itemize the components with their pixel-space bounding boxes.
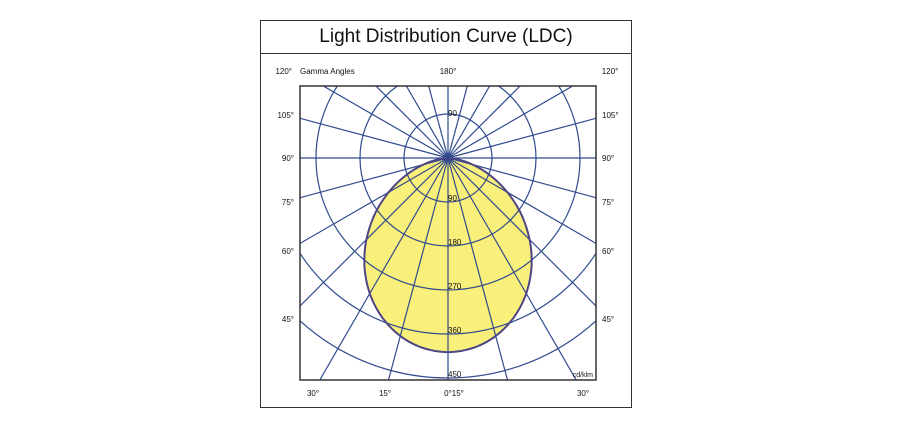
angle-label: 90°: [602, 154, 614, 163]
plot-frame: [299, 85, 597, 381]
grid-spoke: [447, 117, 596, 159]
radial-tick-label: 180: [448, 238, 462, 247]
radial-tick-label: 90: [448, 194, 457, 203]
angle-label: 75°: [602, 198, 614, 207]
grid-spoke: [447, 86, 468, 159]
radial-tick-label: 270: [448, 282, 462, 291]
angle-label: 30°: [307, 389, 319, 398]
grid-spoke: [319, 157, 449, 380]
distribution-curve: [363, 157, 533, 354]
angle-label: 60°: [282, 247, 294, 256]
angle-label: 120°: [275, 67, 292, 76]
angle-label: 45°: [602, 315, 614, 324]
angle-label: 15°: [379, 389, 391, 398]
chart-title: Light Distribution Curve (LDC): [261, 21, 631, 54]
grid-spoke: [447, 157, 596, 244]
radial-tick-label: 360: [448, 326, 462, 335]
grid-spoke: [300, 117, 449, 159]
angle-label: 30°: [577, 389, 589, 398]
angle-label: 120°: [602, 67, 619, 76]
angle-label: 105°: [277, 111, 294, 120]
grid-spoke: [447, 86, 574, 159]
angle-label: 0°15°: [444, 389, 464, 398]
grid-spoke: [447, 157, 509, 380]
grid-spoke: [405, 86, 449, 159]
angle-label: 45°: [282, 315, 294, 324]
grid-spoke: [300, 157, 449, 307]
grid-spoke: [447, 86, 521, 159]
grid-spoke: [428, 86, 449, 159]
angle-label: 105°: [602, 111, 619, 120]
grid-spoke: [375, 86, 449, 159]
grid-spoke: [447, 86, 491, 159]
gamma-angles-label: Gamma Angles: [300, 67, 355, 76]
grid-spoke: [387, 157, 449, 380]
angle-label: 90°: [282, 154, 294, 163]
unit-label: cd/klm: [573, 372, 593, 379]
grid-spoke: [447, 157, 577, 380]
grid-spoke: [322, 86, 449, 159]
grid-spoke: [447, 157, 596, 307]
ldc-panel: Light Distribution Curve (LDC): [260, 20, 632, 408]
radial-tick-label: 450: [448, 370, 462, 379]
angle-label: 180°: [440, 67, 457, 76]
angle-label: 60°: [602, 247, 614, 256]
radial-tick-label: 90: [448, 109, 457, 118]
grid-spoke: [300, 157, 449, 244]
angle-label: 75°: [282, 198, 294, 207]
